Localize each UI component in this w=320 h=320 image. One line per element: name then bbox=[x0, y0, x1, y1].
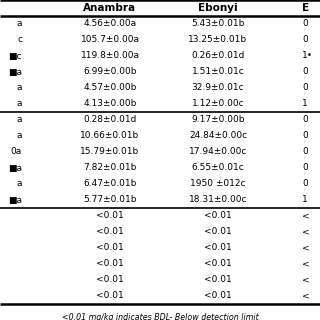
Text: a: a bbox=[17, 180, 22, 188]
Text: a: a bbox=[17, 116, 22, 124]
Text: 1: 1 bbox=[302, 100, 308, 108]
Text: 24.84±0.00c: 24.84±0.00c bbox=[189, 132, 247, 140]
Text: ■a: ■a bbox=[8, 68, 22, 76]
Text: <0.01: <0.01 bbox=[96, 260, 124, 268]
Text: 9.17±0.00b: 9.17±0.00b bbox=[191, 116, 245, 124]
Text: 5.43±0.01b: 5.43±0.01b bbox=[191, 20, 245, 28]
Text: <0.01: <0.01 bbox=[204, 212, 232, 220]
Text: 0a: 0a bbox=[11, 148, 22, 156]
Text: 32.9±0.01c: 32.9±0.01c bbox=[192, 84, 244, 92]
Text: 1: 1 bbox=[302, 196, 308, 204]
Text: 6.99±0.00b: 6.99±0.00b bbox=[83, 68, 137, 76]
Text: 0: 0 bbox=[302, 116, 308, 124]
Text: 0: 0 bbox=[302, 148, 308, 156]
Text: 0.28±0.01d: 0.28±0.01d bbox=[83, 116, 137, 124]
Text: <0.01: <0.01 bbox=[96, 244, 124, 252]
Text: <0.01: <0.01 bbox=[204, 276, 232, 284]
Text: ■a: ■a bbox=[8, 196, 22, 204]
Text: c: c bbox=[17, 36, 22, 44]
Text: 5.77±0.01b: 5.77±0.01b bbox=[83, 196, 137, 204]
Text: 13.25±0.01b: 13.25±0.01b bbox=[188, 36, 248, 44]
Text: <0.01: <0.01 bbox=[96, 228, 124, 236]
Text: <0.01: <0.01 bbox=[96, 212, 124, 220]
Text: a: a bbox=[17, 20, 22, 28]
Text: <: < bbox=[302, 228, 310, 236]
Text: 0: 0 bbox=[302, 164, 308, 172]
Text: a: a bbox=[17, 84, 22, 92]
Text: <0.01: <0.01 bbox=[204, 244, 232, 252]
Text: 0: 0 bbox=[302, 132, 308, 140]
Text: 0: 0 bbox=[302, 84, 308, 92]
Text: <: < bbox=[302, 276, 310, 284]
Text: 1.12±0.00c: 1.12±0.00c bbox=[192, 100, 244, 108]
Text: 1950 ±012c: 1950 ±012c bbox=[190, 180, 246, 188]
Text: 0: 0 bbox=[302, 68, 308, 76]
Text: 17.94±0.00c: 17.94±0.00c bbox=[189, 148, 247, 156]
Text: 18.31±0.00c: 18.31±0.00c bbox=[189, 196, 247, 204]
Text: Anambra: Anambra bbox=[84, 3, 137, 13]
Text: <: < bbox=[302, 260, 310, 268]
Text: 105.7±0.00a: 105.7±0.00a bbox=[81, 36, 140, 44]
Text: a: a bbox=[17, 100, 22, 108]
Text: 4.13±0.00b: 4.13±0.00b bbox=[83, 100, 137, 108]
Text: 0: 0 bbox=[302, 36, 308, 44]
Text: <0.01: <0.01 bbox=[204, 228, 232, 236]
Text: 6.55±0.01c: 6.55±0.01c bbox=[192, 164, 244, 172]
Text: <: < bbox=[302, 292, 310, 300]
Text: Ebonyi: Ebonyi bbox=[198, 3, 238, 13]
Text: 15.79±0.01b: 15.79±0.01b bbox=[80, 148, 140, 156]
Text: 4.57±0.00b: 4.57±0.00b bbox=[83, 84, 137, 92]
Text: 0: 0 bbox=[302, 180, 308, 188]
Text: <: < bbox=[302, 212, 310, 220]
Text: <: < bbox=[302, 244, 310, 252]
Text: 119.8±0.00a: 119.8±0.00a bbox=[81, 52, 140, 60]
Text: 0: 0 bbox=[302, 20, 308, 28]
Text: 10.66±0.01b: 10.66±0.01b bbox=[80, 132, 140, 140]
Text: ■c: ■c bbox=[9, 52, 22, 60]
Text: <0.01: <0.01 bbox=[204, 292, 232, 300]
Text: <0.01: <0.01 bbox=[96, 292, 124, 300]
Text: 0.26±0.01d: 0.26±0.01d bbox=[191, 52, 245, 60]
Text: 7.82±0.01b: 7.82±0.01b bbox=[83, 164, 137, 172]
Text: <0.01: <0.01 bbox=[96, 276, 124, 284]
Text: <0.01: <0.01 bbox=[204, 260, 232, 268]
Text: <0.01 mg/kg indicates BDL- Below detection limit: <0.01 mg/kg indicates BDL- Below detecti… bbox=[62, 313, 258, 320]
Text: 1.51±0.01c: 1.51±0.01c bbox=[192, 68, 244, 76]
Text: E: E bbox=[302, 3, 309, 13]
Text: 4.56±0.00a: 4.56±0.00a bbox=[84, 20, 137, 28]
Text: 1•: 1• bbox=[302, 52, 313, 60]
Text: a: a bbox=[17, 132, 22, 140]
Text: ■a: ■a bbox=[8, 164, 22, 172]
Text: 6.47±0.01b: 6.47±0.01b bbox=[83, 180, 137, 188]
